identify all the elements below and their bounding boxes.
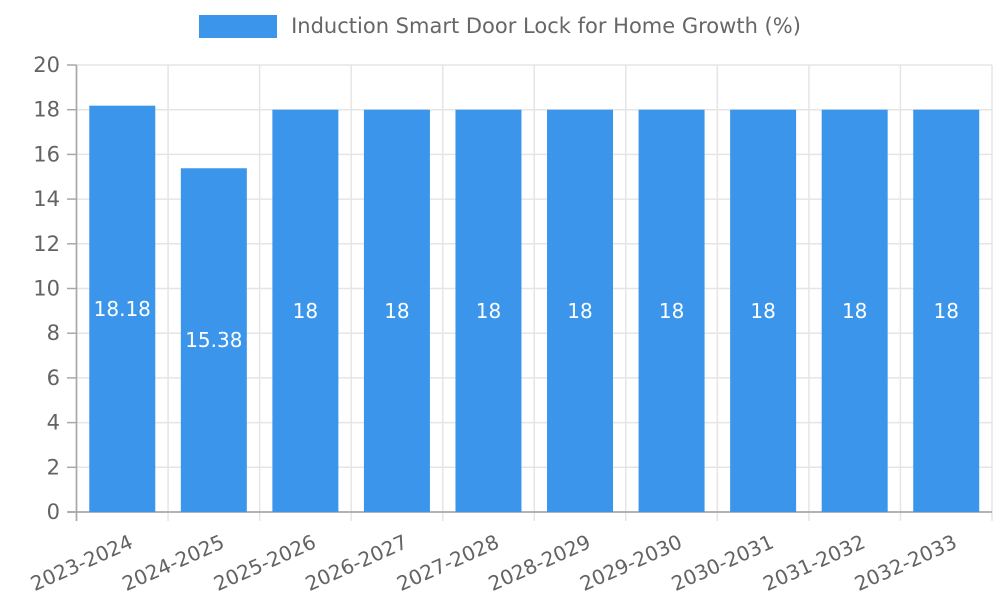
x-tick-label: 2027-2028 <box>393 530 502 596</box>
bar-value-label: 18.18 <box>94 297 151 321</box>
bar-value-label: 18 <box>567 299 592 323</box>
x-tick-label: 2026-2027 <box>302 530 411 596</box>
bar-value-label: 18 <box>750 299 775 323</box>
bar[interactable] <box>363 109 430 512</box>
y-tick-label: 4 <box>47 411 60 435</box>
y-tick-label: 18 <box>33 98 60 122</box>
y-tick-label: 0 <box>47 500 60 524</box>
y-tick-label: 10 <box>33 277 60 301</box>
bar-value-label: 18 <box>933 299 958 323</box>
x-tick-label: 2032-2033 <box>851 530 960 596</box>
x-tick-label: 2031-2032 <box>759 530 868 596</box>
bar-value-label: 18 <box>659 299 684 323</box>
x-tick-label: 2028-2029 <box>485 530 594 596</box>
legend-swatch <box>199 15 278 39</box>
bar-value-label: 18 <box>842 299 867 323</box>
bar[interactable] <box>638 109 705 512</box>
x-tick-label: 2029-2030 <box>576 530 685 596</box>
bar[interactable] <box>180 168 247 512</box>
y-tick-label: 14 <box>33 187 60 211</box>
bar[interactable] <box>730 109 797 512</box>
bar-value-label: 15.38 <box>185 328 242 352</box>
y-tick-label: 12 <box>33 232 60 256</box>
bar[interactable] <box>821 109 888 512</box>
x-tick-label: 2025-2026 <box>210 530 319 596</box>
bar[interactable] <box>547 109 614 512</box>
y-tick-label: 6 <box>47 366 60 390</box>
chart-title: Induction Smart Door Lock for Home Growt… <box>291 14 801 38</box>
bar[interactable] <box>913 109 980 512</box>
chart-legend[interactable]: Induction Smart Door Lock for Home Growt… <box>0 14 1000 39</box>
bar-value-label: 18 <box>476 299 501 323</box>
bar[interactable] <box>272 109 339 512</box>
y-tick-label: 2 <box>47 455 60 479</box>
bar-value-label: 18 <box>293 299 318 323</box>
bar-value-label: 18 <box>384 299 409 323</box>
x-tick-label: 2024-2025 <box>119 530 228 596</box>
x-tick-label: 2030-2031 <box>668 530 777 596</box>
y-tick-label: 16 <box>33 142 60 166</box>
bar[interactable] <box>89 105 156 512</box>
x-tick-label: 2023-2024 <box>27 530 136 596</box>
y-tick-label: 20 <box>33 53 60 77</box>
y-tick-label: 8 <box>47 321 60 345</box>
bar[interactable] <box>455 109 522 512</box>
